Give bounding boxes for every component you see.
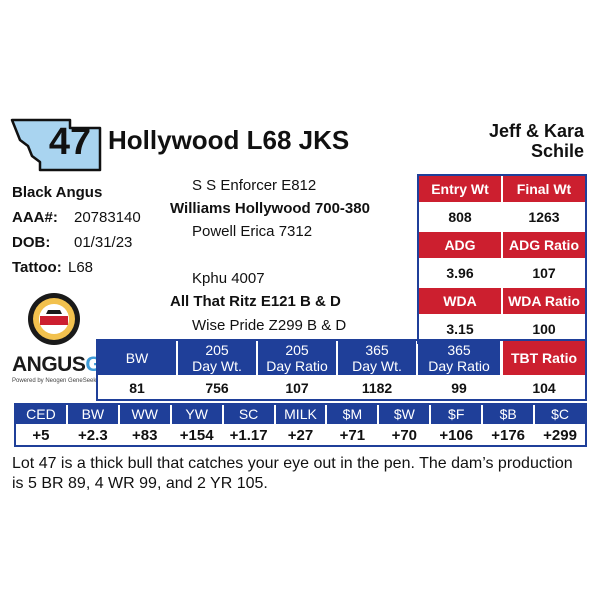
entry-wt-value: 808 [419,204,501,230]
final-wt-header: Final Wt [503,176,585,202]
wda-ratio-value: 100 [503,316,585,342]
adg-value: 3.96 [419,260,501,286]
wda-ratio-header: WDA Ratio [503,288,585,314]
205-day-wt-header: 205 Day Wt. [178,341,256,375]
epd-header-f-index: $F [431,405,482,424]
consignor-line-1: Jeff & Kara [488,121,584,141]
angus-sub: Powered by Neogen GeneSeek [12,378,97,384]
205-day-ratio-value: 107 [258,377,336,399]
epd-header-milk: MILK [275,405,326,424]
wda-header: WDA [419,288,501,314]
adg-ratio-header: ADG Ratio [503,232,585,258]
epd-header-b-index: $B [483,405,534,424]
breed: Black Angus [12,184,103,201]
tbt-ratio-header: TBT Ratio [503,341,585,375]
angus-gs-logo: ANGUSGS Powered by Neogen GeneSeek [12,353,115,385]
epd-value-c-index: +299 [535,425,585,445]
lot-description: Lot 47 is a thick bull that catches your… [12,455,573,492]
bw-value: 81 [98,377,176,399]
epd-value-ced: +5 [16,425,66,445]
205-day-ratio-header: 205 Day Ratio [258,341,336,375]
date-of-birth: DOB: 01/31/23 [12,234,132,252]
epd-value-w-index: +70 [379,425,430,445]
lot-number: 47 [48,121,92,163]
final-wt-value: 1263 [503,204,585,230]
epd-header-bw: BW [67,405,118,424]
epd-header-ww: WW [119,405,170,424]
montana-state-icon [10,118,102,172]
performance-table-border [417,174,587,344]
entry-wt-header: Entry Wt [419,176,501,202]
angus-word: ANGUS [12,353,86,376]
registration-number: AAA#: 20783140 [12,209,141,227]
epd-value-m-index: +71 [327,425,378,445]
epd-value-bw: +2.3 [67,425,118,445]
pedigree-sire-sire: S S Enforcer E812 [192,177,317,194]
epd-header-w-index: $W [379,405,430,424]
weights-table-border [96,339,587,401]
epd-value-milk: +27 [275,425,326,445]
pedigree-dam-sire: Kphu 4007 [192,270,265,287]
consignor-name: Jeff & Kara Schile [489,121,584,161]
205-day-wt-value: 756 [178,377,256,399]
adg-header: ADG [419,232,501,258]
animal-name: Hollywood L68 JKS [108,125,350,155]
aaa-value: 20783140 [74,209,141,226]
pedigree-dam: All That Ritz E121 B & D [170,293,341,310]
bw-header: BW [98,341,176,375]
aaa-label: AAA#: [12,209,58,226]
dob-value: 01/31/23 [74,234,133,251]
certified-angus-badge-icon [28,293,80,345]
pedigree-sire-dam: Powell Erica 7312 [192,223,313,240]
pedigree-sire: Williams Hollywood 700-380 [170,200,370,217]
365-day-wt-header: 365 Day Wt. [338,341,416,375]
dob-label: DOB: [12,234,51,251]
epd-value-f-index: +106 [431,425,482,445]
365-day-wt-value: 1182 [338,377,416,399]
epd-header-ced: CED [16,405,66,424]
adg-ratio-value: 107 [503,260,585,286]
tattoo: Tattoo: L68 [12,259,93,277]
tattoo-label: Tattoo: [12,259,62,276]
epd-value-sc: +1.17 [223,425,274,445]
epd-table-border [14,403,587,447]
epd-header-sc: SC [223,405,274,424]
epd-value-ww: +83 [119,425,170,445]
epd-header-yw: YW [171,405,222,424]
365-day-ratio-header: 365 Day Ratio [418,341,500,375]
epd-header-m-index: $M [327,405,378,424]
consignor-line-2: Schile [530,141,584,161]
pedigree-dam-dam: Wise Pride Z299 B & D [192,317,347,334]
epd-value-yw: +154 [171,425,222,445]
tattoo-value: L68 [68,259,94,276]
epd-header-c-index: $C [535,405,585,424]
epd-value-b-index: +176 [483,425,534,445]
wda-value: 3.15 [419,316,501,342]
tbt-ratio-value: 104 [503,377,585,399]
365-day-ratio-value: 99 [418,377,500,399]
